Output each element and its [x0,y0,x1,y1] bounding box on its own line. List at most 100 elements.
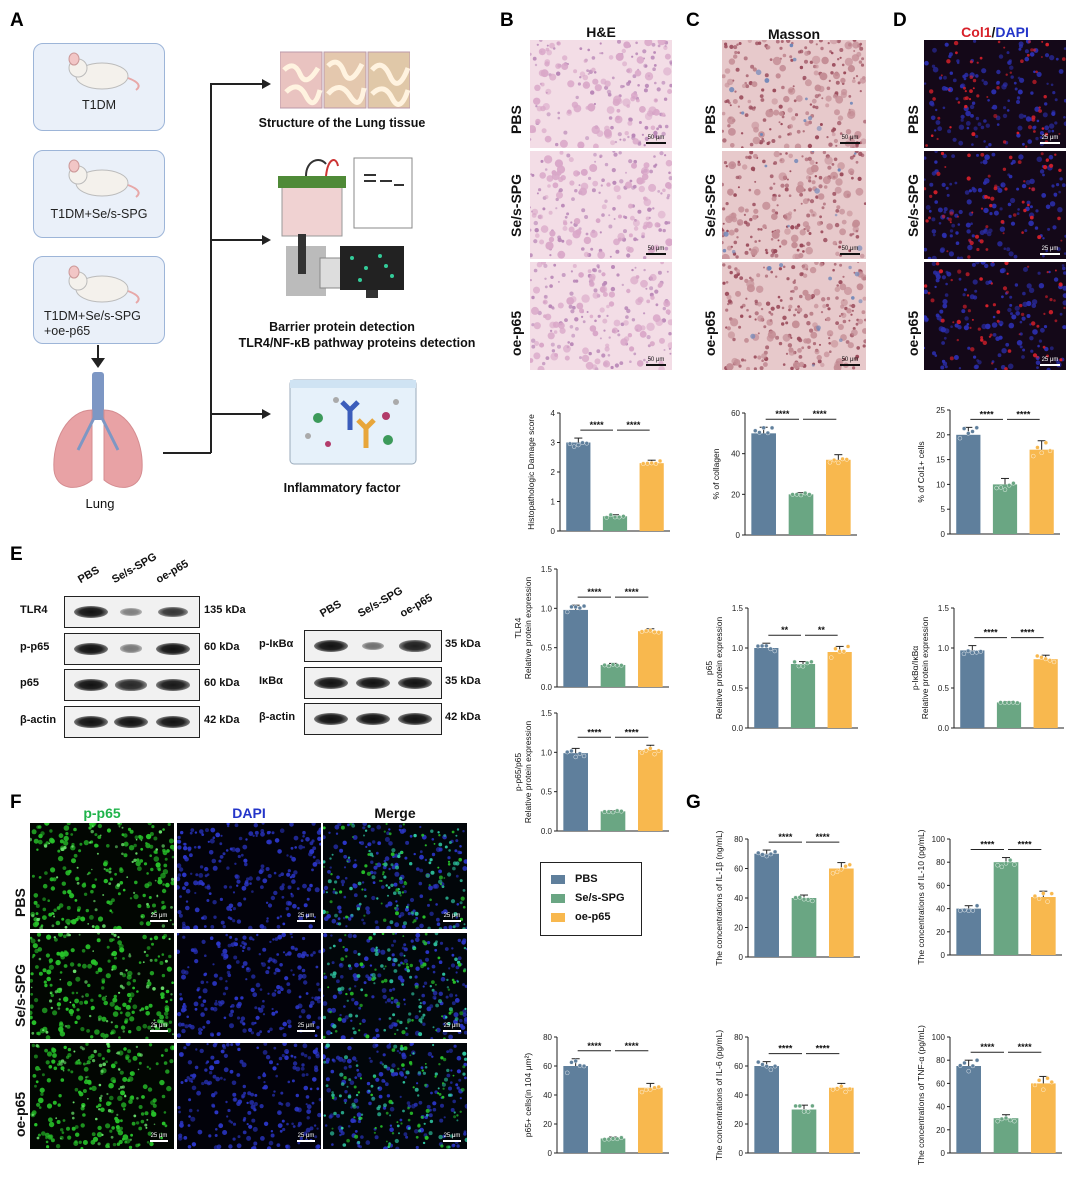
data-point [581,1063,587,1069]
legend-swatch [551,874,565,884]
y-tick-label: 20 [936,1126,945,1135]
scale-bar-label: 50 μm [841,246,859,252]
scale-bar: 25 μm [150,913,168,922]
micrograph-col1-sespg [924,151,1066,259]
data-point [1043,656,1048,662]
blot-band [115,679,147,691]
scale-bar: 25 μm [1040,357,1060,366]
y-tick-label: 4 [551,409,556,418]
data-point [834,869,840,875]
significance-label: **** [816,1044,831,1054]
data-point [619,663,624,668]
y-tick-label: 60 [734,1062,743,1071]
data-point [656,1084,661,1090]
significance-label: **** [1018,840,1033,850]
bar-sesspg [602,516,628,531]
data-point [810,1103,815,1109]
bar-pbs [754,648,779,728]
data-point [1049,1079,1054,1085]
data-point [649,460,654,466]
data-point [843,1089,848,1095]
data-point [974,425,979,430]
y-tick-label: 1.5 [938,604,950,613]
if-image-blue-sespg [177,933,321,1039]
data-point [643,1087,649,1093]
data-point [615,663,620,668]
data-point [639,750,645,755]
molecular-weight-label: 42 kDa [204,713,240,726]
data-point [836,460,841,466]
y-tick-label: 60 [936,1079,945,1088]
arrow-head-icon [262,235,271,245]
y-tick-label: 100 [932,1033,946,1042]
significance-label: ** [781,625,789,635]
data-point [966,908,971,913]
y-tick-label: 20 [734,1120,743,1129]
outcome-pathway: TLR4/NF-κB pathway proteins detection [238,336,476,350]
data-point [602,809,607,814]
blot-band [314,640,348,652]
significance-label: **** [980,1042,995,1052]
bar-pbs [956,1066,981,1153]
data-point [837,649,842,654]
blot-band [74,642,108,655]
data-point [764,853,769,859]
data-point [965,648,971,654]
significance-label: **** [816,832,831,842]
significance-label: **** [587,1041,602,1051]
outcome-barrier: Barrier protein detection [269,320,415,334]
y-tick-label: 0 [736,531,741,540]
y-tick-label: 80 [734,835,743,844]
y-axis-label-secondary: p-IκBα/IκBα [910,646,920,690]
if-image-green-oep65 [30,1043,174,1149]
bar-sesspg [790,664,816,728]
data-point [1008,857,1013,863]
data-point [577,1063,583,1068]
significance-label: **** [587,587,602,597]
data-point [656,630,661,635]
scale-bar-line [150,920,168,922]
panel-label-e: E [10,544,23,565]
data-point [847,1086,852,1092]
micrograph-masson-oep65 [722,262,866,370]
data-point [807,492,812,497]
data-point [797,1103,802,1109]
data-point [610,662,616,667]
tissue-structure-icon [279,50,411,110]
data-point [567,441,573,446]
y-axis-label: % of collagen [711,448,721,499]
data-point [1008,1117,1013,1123]
bar-oep65 [638,631,663,687]
data-point [792,659,797,665]
data-point [648,628,653,633]
scale-bar-line [1040,253,1060,255]
data-point [569,1060,574,1065]
data-point [643,628,649,634]
significance-label: **** [778,1044,793,1054]
data-point [756,850,761,856]
blot-band [356,676,390,689]
y-tick-label: 0.0 [732,724,744,733]
data-point [1039,655,1044,660]
data-point [1041,891,1046,896]
scale-bar-line [1040,142,1060,144]
data-point [608,512,613,518]
data-point [998,700,1003,705]
y-tick-label: 1.5 [541,565,553,574]
significance-label: **** [625,1041,640,1051]
data-point [806,897,811,902]
y-axis-label: The concentrations of IL-1β (ng/mL) [714,830,724,965]
data-point [794,492,799,497]
y-tick-label: 60 [731,409,740,418]
scale-bar-line [646,364,666,366]
bar-oep65 [826,459,851,535]
bar-sesspg [791,898,817,957]
arrow-head-icon [262,409,271,419]
y-tick-label: 0 [941,530,946,539]
bar-sesspg [993,1118,1019,1153]
scale-bar-label: 25 μm [1041,246,1059,252]
data-point [577,605,583,611]
scale-bar: 25 μm [297,1133,315,1142]
blot-band [398,676,432,689]
scale-bar: 25 μm [443,913,461,922]
